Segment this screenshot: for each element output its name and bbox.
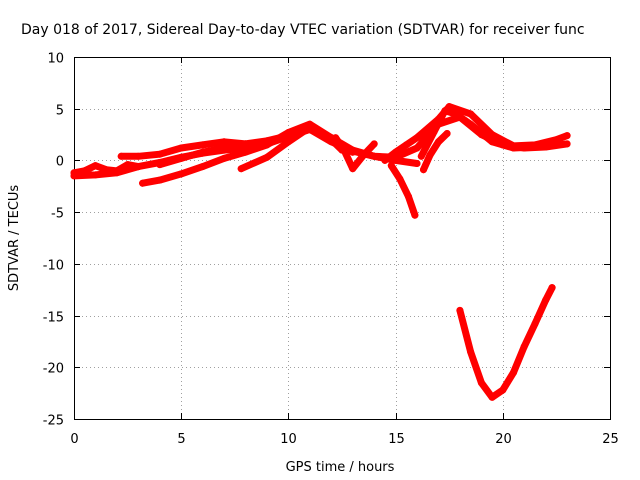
- series-trace-11: [387, 162, 419, 219]
- data-point: [134, 152, 142, 160]
- x-tick-label: 20: [495, 432, 512, 447]
- data-point: [499, 386, 507, 394]
- data-point: [452, 110, 460, 118]
- data-point: [91, 171, 99, 179]
- data-point: [552, 138, 560, 146]
- data-point: [531, 143, 539, 151]
- data-point: [563, 132, 571, 140]
- data-point: [392, 148, 400, 156]
- data-point: [199, 148, 207, 156]
- data-point: [370, 152, 378, 160]
- data-point: [467, 348, 475, 356]
- data-point: [435, 138, 442, 146]
- data-point: [91, 162, 99, 170]
- x-tick-label: 15: [388, 432, 405, 447]
- chart-title: Day 018 of 2017, Sidereal Day-to-day VTE…: [21, 22, 585, 38]
- series-trace-10: [420, 130, 451, 174]
- x-tick-label: 0: [70, 432, 78, 447]
- data-point: [477, 379, 485, 387]
- data-point: [177, 154, 185, 162]
- x-tick-label: 10: [280, 432, 297, 447]
- data-point: [413, 144, 421, 152]
- y-tick-label: -25: [43, 414, 64, 429]
- data-point: [456, 306, 464, 314]
- data-point: [531, 320, 539, 328]
- x-tick-label: 5: [177, 432, 185, 447]
- data-point: [467, 110, 475, 118]
- data-point: [263, 137, 271, 145]
- series-trace-12: [456, 284, 556, 401]
- series-group: [70, 103, 571, 401]
- data-point: [220, 144, 228, 152]
- y-tick-label: -15: [43, 311, 64, 326]
- axis-ticks: 0 5 10 15 20 25 -25 -20 -15 -10 -5 0 5 10: [43, 52, 619, 448]
- data-point: [139, 179, 147, 187]
- data-point: [220, 154, 228, 162]
- data-point: [359, 151, 367, 159]
- data-point: [413, 160, 421, 167]
- data-point: [242, 140, 249, 148]
- y-tick-label: 0: [56, 155, 64, 170]
- data-point: [370, 140, 378, 148]
- data-point: [405, 193, 412, 201]
- y-tick-label: -20: [43, 362, 64, 377]
- plot-frame: [74, 57, 611, 420]
- data-point: [177, 144, 185, 152]
- y-tick-label: 10: [47, 52, 64, 67]
- data-point: [156, 150, 164, 158]
- data-point: [349, 146, 357, 154]
- data-point: [113, 169, 121, 177]
- data-point: [488, 138, 496, 146]
- data-point: [220, 138, 228, 146]
- data-point: [563, 140, 571, 148]
- data-point: [467, 120, 475, 128]
- data-point: [510, 144, 517, 152]
- data-point: [156, 161, 164, 169]
- data-point: [443, 130, 451, 137]
- y-tick-label: 5: [56, 104, 64, 119]
- data-point: [441, 107, 449, 115]
- data-point: [520, 343, 528, 351]
- data-point: [237, 165, 245, 173]
- data-point: [417, 152, 425, 160]
- data-point: [263, 153, 271, 161]
- y-tick-label: -10: [43, 259, 64, 274]
- data-point: [396, 175, 404, 183]
- data-point: [242, 148, 249, 156]
- data-point: [340, 146, 348, 154]
- data-point: [430, 128, 438, 135]
- data-point: [420, 166, 427, 174]
- data-point: [332, 134, 340, 142]
- data-point: [117, 152, 125, 160]
- data-point: [70, 172, 78, 180]
- x-axis-label: GPS time / hours: [286, 460, 395, 475]
- data-point: [306, 123, 314, 131]
- data-point: [156, 176, 164, 184]
- y-tick-label: -5: [51, 207, 64, 222]
- y-axis-label: SDTVAR / TECUs: [7, 185, 22, 292]
- data-point: [542, 296, 550, 304]
- data-point: [134, 163, 142, 171]
- data-point: [488, 393, 496, 401]
- data-point: [387, 162, 395, 170]
- data-point: [402, 141, 410, 149]
- data-point: [349, 165, 357, 173]
- data-point: [548, 284, 556, 292]
- data-point: [177, 170, 185, 178]
- data-point: [199, 141, 207, 149]
- data-point: [284, 138, 292, 146]
- data-point: [426, 151, 434, 159]
- grid: [74, 57, 610, 419]
- x-tick-label: 25: [602, 432, 619, 447]
- data-point: [381, 156, 389, 164]
- data-point: [510, 369, 517, 376]
- data-point: [411, 211, 419, 219]
- data-point: [199, 163, 207, 171]
- data-point: [413, 134, 421, 142]
